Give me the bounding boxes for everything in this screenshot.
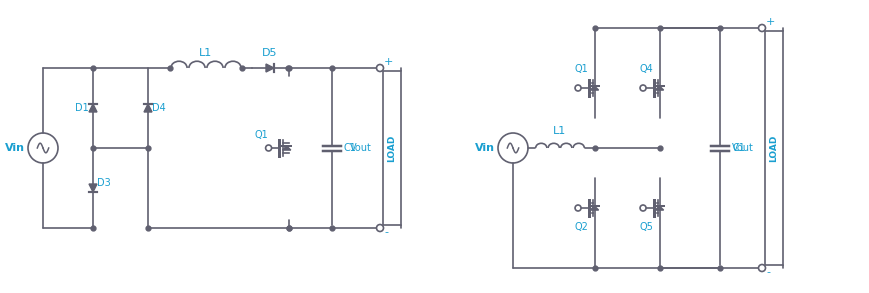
Text: Vin: Vin: [474, 143, 494, 153]
Polygon shape: [282, 146, 290, 150]
Circle shape: [376, 224, 383, 231]
Text: C1: C1: [733, 143, 745, 153]
Text: Q5: Q5: [639, 222, 653, 232]
Text: -: -: [765, 267, 769, 277]
Text: L1: L1: [199, 48, 212, 58]
Circle shape: [574, 205, 580, 211]
Text: Q2: Q2: [574, 222, 587, 232]
Circle shape: [574, 85, 580, 91]
Polygon shape: [589, 206, 598, 210]
Polygon shape: [89, 104, 96, 112]
Text: +: +: [383, 57, 393, 67]
Polygon shape: [589, 86, 598, 90]
Text: Vin: Vin: [5, 143, 25, 153]
Polygon shape: [89, 184, 96, 192]
Circle shape: [265, 145, 271, 151]
Circle shape: [758, 25, 765, 32]
Polygon shape: [654, 206, 663, 210]
Text: D4: D4: [152, 103, 166, 113]
Bar: [382, 71, 401, 225]
Text: LOAD: LOAD: [387, 134, 396, 162]
Text: +: +: [765, 17, 774, 27]
Polygon shape: [654, 86, 663, 90]
Text: LOAD: LOAD: [768, 134, 778, 162]
Text: -: -: [383, 227, 388, 237]
Circle shape: [376, 64, 383, 71]
Text: Vout: Vout: [349, 143, 372, 153]
Polygon shape: [266, 64, 274, 72]
Circle shape: [640, 205, 646, 211]
Text: Vout: Vout: [732, 143, 753, 153]
Text: L1: L1: [553, 126, 566, 136]
Text: D1: D1: [75, 103, 89, 113]
Text: Q4: Q4: [639, 64, 652, 74]
Circle shape: [758, 265, 765, 272]
Text: Q1: Q1: [254, 130, 268, 140]
Text: D3: D3: [96, 178, 110, 188]
Circle shape: [640, 85, 646, 91]
Text: C1: C1: [343, 143, 356, 153]
Text: Q1: Q1: [574, 64, 587, 74]
Bar: [764, 31, 782, 265]
Text: D5: D5: [262, 48, 277, 58]
Polygon shape: [144, 104, 152, 112]
